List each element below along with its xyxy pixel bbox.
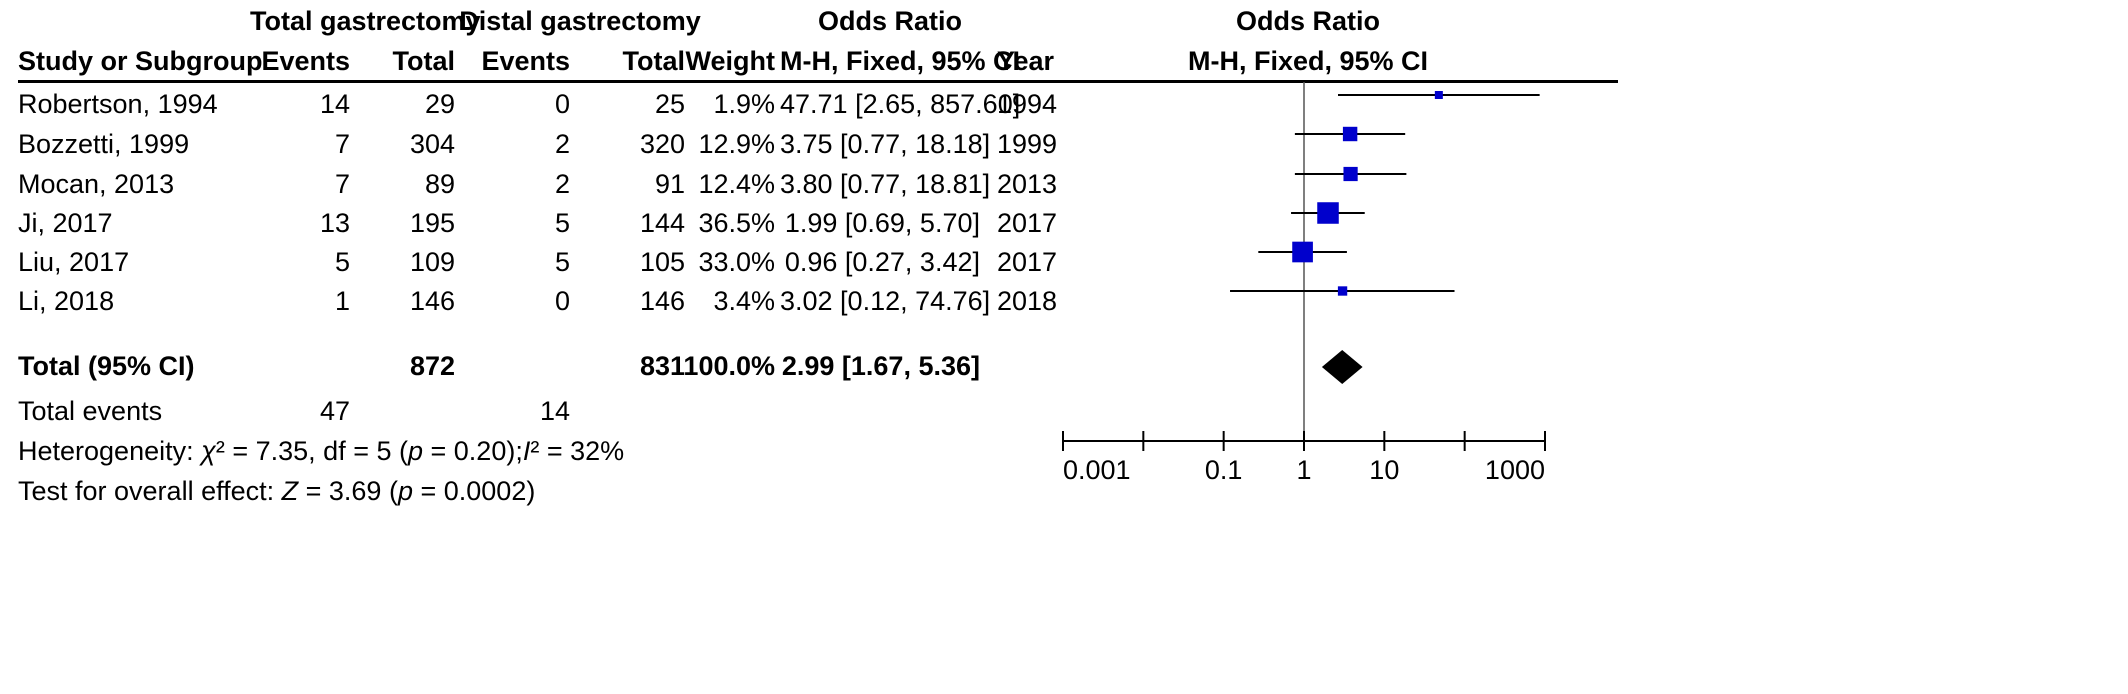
col-method-header: M-H, Fixed, 95% CI [780,46,1021,76]
group2-header: Distal gastrectomy [459,6,701,36]
study-t1: 109 [409,247,455,277]
study-t1: 195 [409,208,455,238]
study-year: 2018 [997,286,1058,316]
study-e1: 7 [334,169,350,199]
study-t2: 146 [639,286,685,316]
col-study-header: Study or Subgroup [18,46,263,76]
study-t1: 29 [424,89,455,119]
group1-header: Total gastrectomy [250,6,481,36]
overall-effect-text: Test for overall effect: Z = 3.69 (p = 0… [18,475,535,507]
overall-prefix: Test for overall effect: [18,476,282,506]
study-t2: 91 [654,169,685,199]
study-name: Bozzetti, 1999 [18,129,190,159]
events-e1: 47 [319,396,350,426]
or-title-header: Odds Ratio [817,6,962,36]
study-ci: 1.99 [0.69, 5.70] [784,208,980,238]
study-or-marker [1292,241,1313,263]
study-year: 1999 [997,129,1058,159]
study-or-marker [1317,202,1339,224]
study-name: Li, 2018 [18,286,115,316]
plot-method-header: M-H, Fixed, 95% CI [1187,46,1429,76]
p-symbol: p [407,436,424,466]
study-e1: 13 [319,208,350,238]
col-events2-header: Events [481,46,570,76]
study-year: 2017 [997,247,1058,277]
study-e1: 7 [334,129,350,159]
study-ci: 3.80 [0.77, 18.81] [780,169,991,199]
col-total2-header: Total [622,46,686,76]
x-axis-tick-label: 10 [1369,455,1399,485]
heterogeneity-i2: ² = 32% [530,436,625,466]
overall-z: = 3.69 ( [298,476,398,506]
study-weight: 12.4% [698,169,775,199]
overall-p: = 0.0002) [412,476,536,506]
study-or-marker [1434,91,1443,99]
total-weight: 100.0% [683,351,775,381]
study-e2: 5 [554,247,570,277]
study-e2: 0 [554,89,570,119]
total-t2: 831 [639,351,685,381]
study-e1: 14 [319,89,350,119]
study-ci: 3.02 [0.12, 74.76] [780,286,991,316]
study-year: 2017 [997,208,1058,238]
header-rule [18,80,1618,83]
study-name: Liu, 2017 [18,247,130,277]
total-t1: 872 [409,351,455,381]
study-t2: 144 [639,208,685,238]
study-ci: 0.96 [0.27, 3.42] [784,247,980,277]
x-axis-tick-label: 1000 [1485,455,1545,485]
study-weight: 1.9% [713,89,775,119]
col-total1-header: Total [392,46,456,76]
study-name: Robertson, 1994 [18,89,218,119]
total-label: Total (95% CI) [18,351,195,381]
study-name: Ji, 2017 [18,208,113,238]
study-or-marker [1342,126,1358,142]
i-symbol: I [522,436,531,466]
study-year: 2013 [997,169,1058,199]
events-e2: 14 [539,396,570,426]
study-e2: 5 [554,208,570,238]
z-symbol: Z [281,476,299,506]
col-events1-header: Events [261,46,350,76]
study-e2: 0 [554,286,570,316]
heterogeneity-prefix: Heterogeneity: [18,436,202,466]
study-t1: 304 [409,129,455,159]
col-weight-header: Weight [685,46,776,76]
study-e2: 2 [554,169,570,199]
chi-symbol: χ [201,436,216,466]
col-year-header: Year [997,46,1055,76]
plot-title-header: Odds Ratio [1235,6,1380,36]
total-ci: 2.99 [1.67, 5.36] [781,351,980,381]
study-name: Mocan, 2013 [18,169,175,199]
heterogeneity-p: = 0.20); [423,436,523,466]
study-or-marker [1337,286,1348,296]
overall-p-symbol: p [397,476,413,506]
x-axis-tick-label: 0.001 [1063,455,1131,485]
study-e2: 2 [554,129,570,159]
study-t2: 320 [639,129,685,159]
study-weight: 3.4% [713,286,775,316]
study-ci: 3.75 [0.77, 18.18] [780,129,991,159]
study-weight: 36.5% [698,208,775,238]
study-e1: 1 [334,286,350,316]
study-year: 1994 [997,89,1058,119]
heterogeneity-text: Heterogeneity: χ² = 7.35, df = 5 (p = 0.… [18,435,624,467]
study-t2: 105 [639,247,685,277]
events-label: Total events [18,396,163,426]
study-or-marker [1343,166,1358,182]
study-weight: 12.9% [698,129,775,159]
study-t2: 25 [654,89,685,119]
study-weight: 33.0% [698,247,775,277]
x-axis-tick-label: 0.1 [1205,455,1243,485]
study-t1: 89 [424,169,455,199]
study-t1: 146 [409,286,455,316]
x-axis-tick-label: 1 [1296,455,1311,485]
study-e1: 5 [334,247,350,277]
pooled-diamond [1321,350,1363,384]
heterogeneity-stat: ² = 7.35, df = 5 ( [215,436,408,466]
